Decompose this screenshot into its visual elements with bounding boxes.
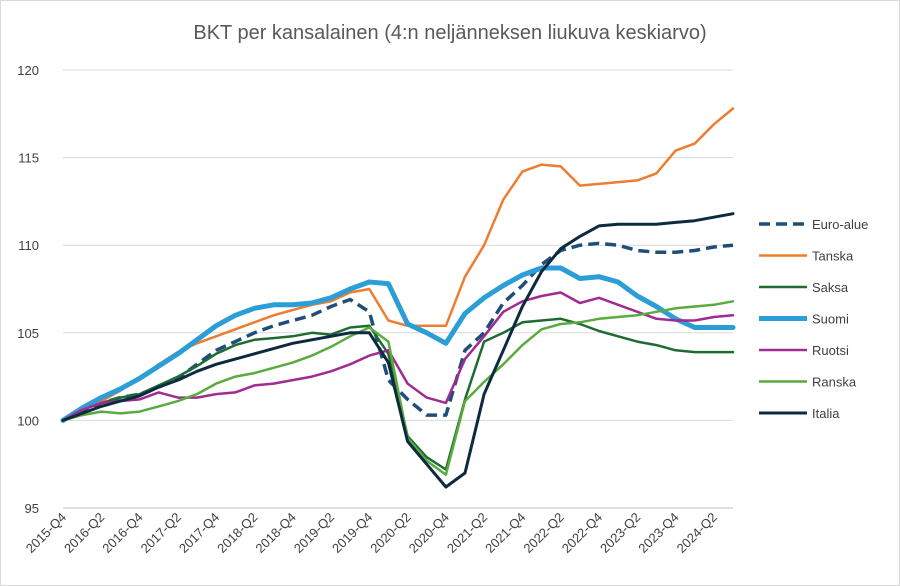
legend-label: Ranska (812, 375, 857, 390)
series-line-ruotsi (61, 291, 735, 422)
x-tick-label: 2020-Q4 (406, 510, 452, 556)
x-tick-label: 2021-Q4 (482, 510, 528, 556)
y-tick-label: 105 (17, 326, 39, 341)
legend-label: Suomi (812, 312, 849, 327)
x-tick-label: 2017-Q2 (138, 510, 184, 556)
series-line-ranska (61, 300, 735, 476)
legend-label: Italia (812, 406, 840, 421)
x-tick-label: 2022-Q2 (520, 510, 566, 556)
x-tick-label: 2016-Q4 (99, 510, 145, 556)
chart-title: BKT per kansalainen (4:n neljänneksen li… (193, 22, 706, 44)
series-lines (60, 107, 736, 489)
x-tick-label: 2022-Q4 (559, 510, 605, 556)
y-tick-label: 120 (17, 63, 39, 78)
y-tick-label: 115 (18, 151, 39, 166)
legend-label: Euro-alue (812, 217, 868, 232)
y-tick-label: 100 (17, 413, 39, 428)
legend-label: Ruotsi (812, 343, 849, 358)
legend-label: Tanska (812, 249, 854, 264)
x-tick-label: 2024-Q2 (674, 510, 720, 556)
series-line-tanska (61, 107, 735, 422)
x-axis-ticks: 2015-Q42016-Q22016-Q42017-Q22017-Q42018-… (23, 510, 720, 556)
x-tick-label: 2018-Q4 (252, 510, 298, 556)
legend: Euro-alue Tanska Saksa Suomi Ruotsi Ranska Ita… (759, 217, 868, 421)
gridlines (63, 69, 733, 509)
x-tick-label: 2018-Q2 (214, 510, 260, 556)
x-tick-label: 2023-Q4 (635, 510, 681, 556)
y-tick-label: 110 (18, 238, 39, 253)
legend-label: Saksa (812, 280, 849, 295)
x-tick-label: 2015-Q4 (23, 510, 69, 556)
x-tick-label: 2019-Q4 (329, 510, 375, 556)
x-tick-label: 2021-Q2 (444, 510, 490, 556)
x-tick-label: 2016-Q2 (61, 510, 107, 556)
x-tick-label: 2020-Q2 (367, 510, 413, 556)
x-tick-label: 2017-Q4 (176, 510, 222, 556)
series-line-italia (61, 212, 735, 489)
series-line-suomi (60, 265, 736, 423)
y-tick-label: 95 (25, 501, 39, 516)
y-axis-ticks: 95 100 105 110 115 120 (17, 63, 39, 516)
x-tick-label: 2019-Q2 (291, 510, 337, 556)
x-tick-label: 2023-Q2 (597, 510, 643, 556)
